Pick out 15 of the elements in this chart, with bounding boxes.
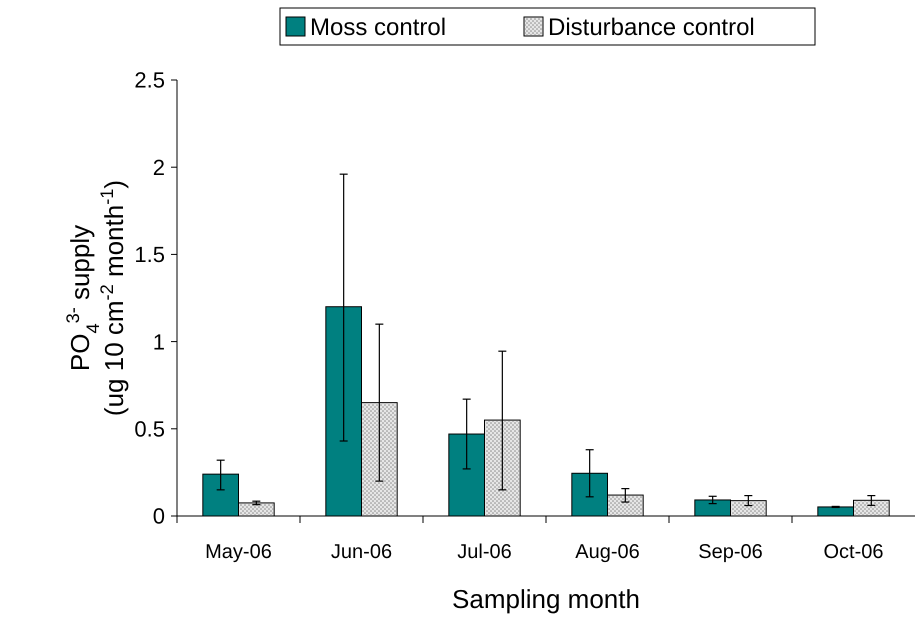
x-tick-label: Sep-06: [698, 541, 763, 563]
legend-label: Moss control: [310, 14, 446, 41]
x-tick-label: Jun-06: [330, 541, 392, 563]
y-tick-label: 2: [152, 154, 165, 180]
x-tick-label: Oct-06: [823, 541, 884, 563]
y-tick-label: 1.5: [134, 242, 165, 268]
y-tick-label: 1: [152, 329, 165, 354]
y-tick-label: 0: [152, 504, 165, 529]
x-tick-label: Aug-06: [575, 541, 640, 563]
legend-label: Disturbance control: [548, 14, 755, 41]
x-tick-label: Jul-06: [457, 541, 512, 563]
y-tick-label: 0.5: [134, 416, 165, 442]
y-tick-label: 2.5: [134, 68, 165, 93]
x-axis-title: Sampling month: [452, 584, 640, 614]
x-tick-label: May-06: [205, 541, 272, 563]
